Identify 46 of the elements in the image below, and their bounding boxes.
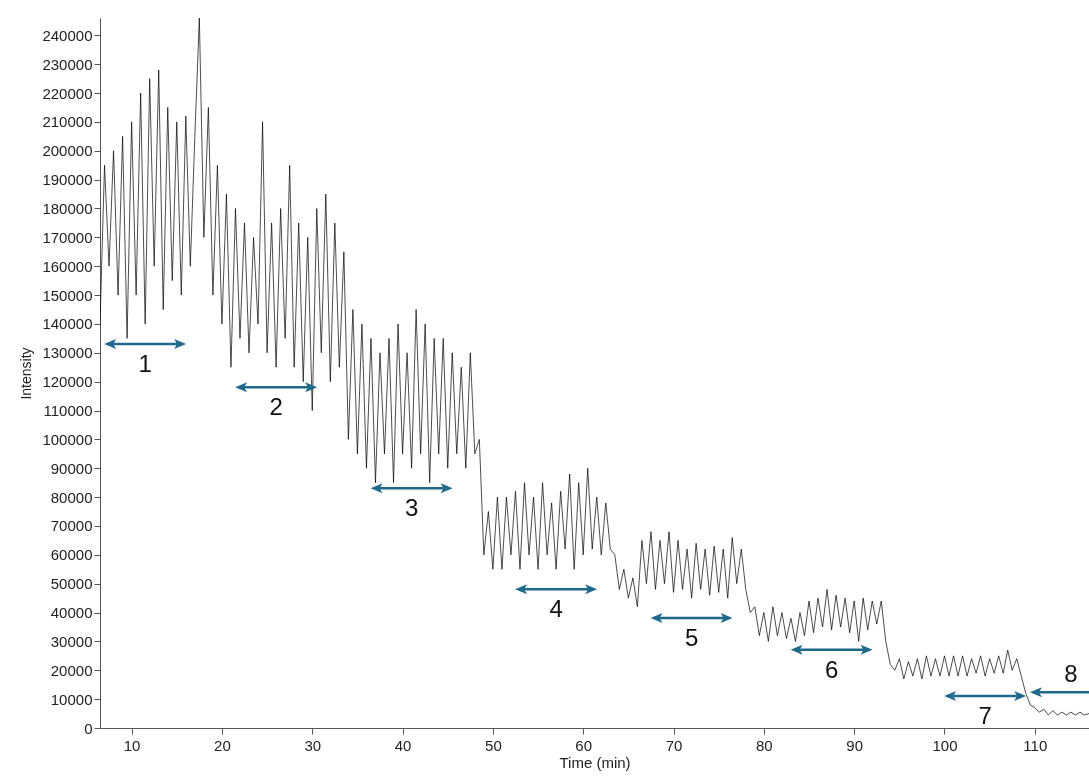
- y-tick-label: 80000: [50, 488, 93, 506]
- y-tick-label: 10000: [50, 690, 93, 708]
- y-tick-label: 120000: [42, 373, 93, 391]
- x-tick-label: 100: [932, 736, 958, 754]
- x-tick-label: 60: [575, 736, 593, 754]
- y-tick-label: 130000: [42, 344, 93, 362]
- x-tick-label: 10: [123, 736, 141, 754]
- x-axis-title: Time (min): [559, 753, 631, 771]
- annotation: 1: [138, 349, 152, 377]
- y-tick-label: 110000: [43, 402, 93, 420]
- x-tick-label: 110: [1023, 736, 1048, 754]
- annotation: 7: [978, 702, 992, 730]
- y-tick-label: 240000: [42, 26, 93, 44]
- y-tick-label: 190000: [42, 171, 93, 189]
- annotation: 4: [549, 595, 563, 623]
- y-tick-label: 210000: [42, 113, 93, 131]
- y-tick-label: 170000: [42, 228, 93, 246]
- y-tick-label: 150000: [42, 286, 93, 304]
- x-tick-label: 30: [304, 736, 322, 754]
- y-tick-label: 180000: [42, 199, 93, 217]
- y-tick-label: 90000: [50, 459, 93, 477]
- y-axis-title: Intensity: [18, 347, 35, 400]
- x-tick-label: 90: [846, 736, 864, 754]
- x-tick-label: 20: [214, 736, 231, 754]
- annotation: 2: [269, 393, 283, 421]
- y-tick-label: 70000: [50, 517, 93, 535]
- y-tick-label: 0: [84, 719, 93, 737]
- y-tick-label: 230000: [42, 55, 93, 73]
- x-tick-label: 70: [665, 736, 683, 754]
- annotation: 3: [404, 494, 419, 522]
- y-tick-label: 140000: [42, 315, 93, 333]
- y-tick-label: 50000: [50, 575, 93, 593]
- y-tick-label: 200000: [42, 142, 93, 160]
- annotation: 8: [1064, 660, 1078, 688]
- y-tick-label: 160000: [42, 257, 93, 275]
- x-tick-label: 50: [485, 736, 502, 754]
- annotation: 6: [824, 655, 839, 683]
- annotation: 5: [684, 624, 699, 652]
- y-tick-label: 60000: [50, 546, 93, 564]
- x-tick-label: 40: [394, 736, 412, 754]
- x-tick-label: 80: [756, 736, 773, 754]
- y-tick-label: 40000: [50, 604, 93, 622]
- y-tick-label: 100000: [42, 430, 93, 448]
- y-tick-label: 30000: [50, 632, 93, 650]
- y-tick-label: 220000: [42, 84, 93, 102]
- y-tick-label: 20000: [50, 661, 93, 679]
